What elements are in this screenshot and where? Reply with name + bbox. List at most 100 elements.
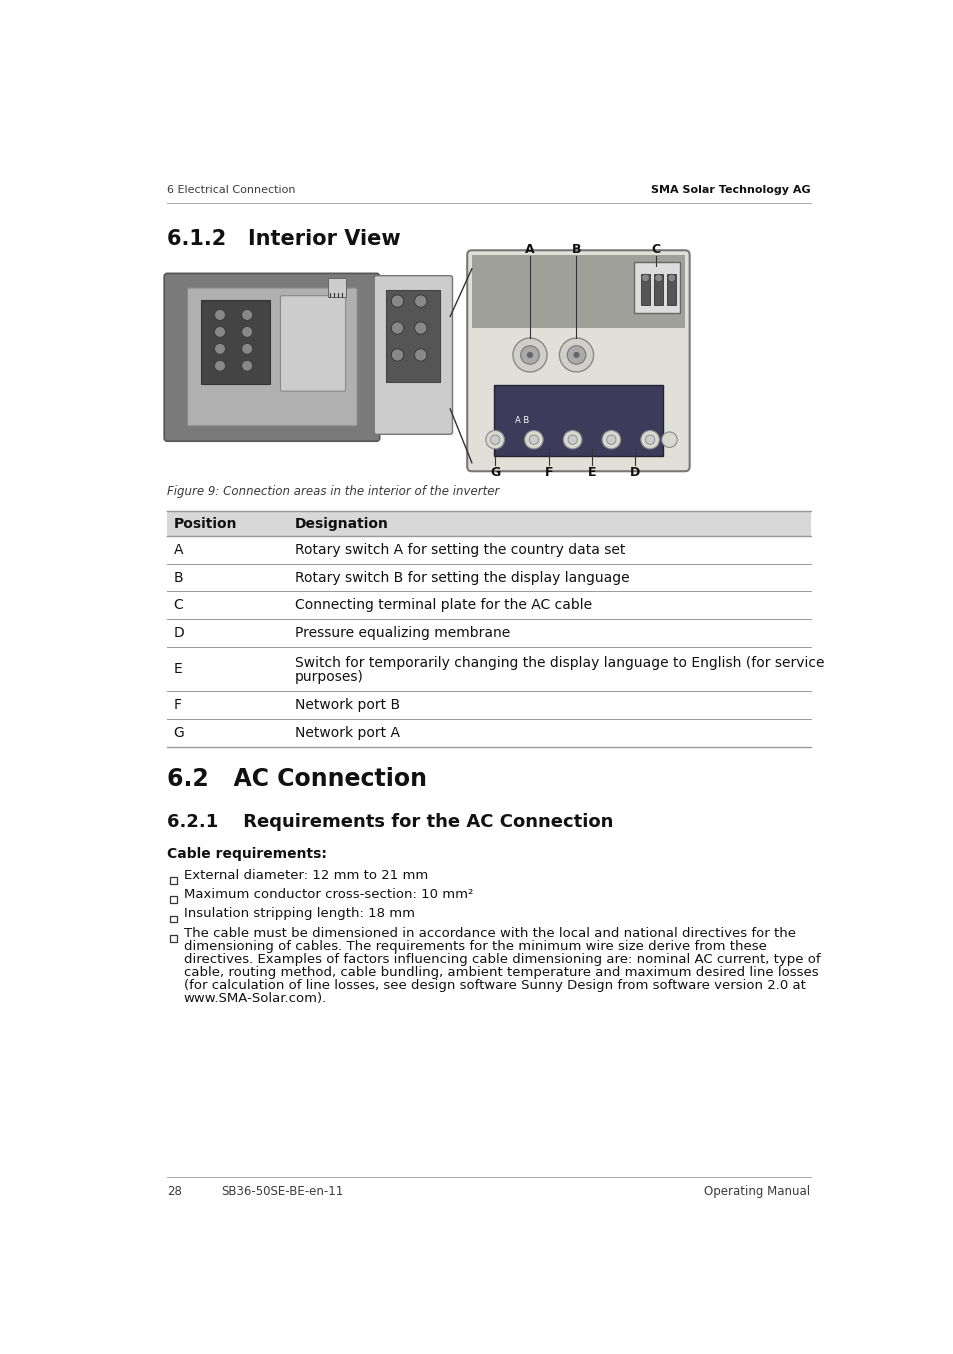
Text: cable, routing method, cable bundling, ambient temperature and maximum desired l: cable, routing method, cable bundling, a… [183, 965, 818, 979]
Text: A: A [525, 242, 535, 256]
FancyBboxPatch shape [200, 299, 270, 385]
Text: purposes): purposes) [294, 670, 364, 684]
Circle shape [667, 274, 675, 282]
Bar [171, 934, 177, 942]
Bar [328, 278, 345, 298]
Circle shape [391, 349, 403, 362]
Circle shape [241, 326, 253, 337]
Text: 6.1.2   Interior View: 6.1.2 Interior View [167, 229, 400, 249]
Bar [171, 896, 177, 903]
Text: E: E [173, 662, 182, 676]
FancyBboxPatch shape [633, 261, 679, 313]
Text: Rotary switch B for setting the display language: Rotary switch B for setting the display … [294, 570, 629, 585]
Circle shape [558, 338, 593, 372]
Text: Maximum conductor cross-section: 10 mm²: Maximum conductor cross-section: 10 mm² [183, 888, 473, 902]
Text: B: B [571, 242, 580, 256]
Circle shape [573, 352, 579, 357]
Circle shape [513, 338, 546, 372]
Text: 6.2   AC Connection: 6.2 AC Connection [167, 768, 427, 791]
Circle shape [654, 274, 661, 282]
Circle shape [214, 344, 225, 355]
Text: Cable requirements:: Cable requirements: [167, 848, 327, 861]
Circle shape [524, 431, 542, 450]
Text: C: C [651, 242, 660, 256]
Bar [167, 512, 810, 536]
Circle shape [661, 432, 677, 447]
Text: 6.2.1    Requirements for the AC Connection: 6.2.1 Requirements for the AC Connection [167, 812, 613, 830]
Text: directives. Examples of factors influencing cable dimensioning are: nominal AC c: directives. Examples of factors influenc… [183, 953, 820, 965]
FancyBboxPatch shape [385, 290, 439, 382]
Text: D: D [629, 466, 639, 479]
Bar [167, 719, 810, 747]
Text: D: D [173, 626, 184, 640]
Circle shape [485, 431, 504, 450]
Text: 28: 28 [167, 1185, 182, 1198]
Text: The cable must be dimensioned in accordance with the local and national directiv: The cable must be dimensioned in accorda… [183, 926, 795, 940]
Text: C: C [173, 598, 183, 612]
Circle shape [641, 274, 649, 282]
Circle shape [241, 360, 253, 371]
Circle shape [214, 310, 225, 321]
Text: A B: A B [515, 416, 529, 425]
Circle shape [645, 435, 654, 444]
Bar [167, 692, 810, 719]
Circle shape [415, 322, 427, 334]
Text: E: E [587, 466, 596, 479]
Bar [171, 915, 177, 922]
Circle shape [241, 344, 253, 355]
Text: Switch for temporarily changing the display language to English (for service: Switch for temporarily changing the disp… [294, 657, 823, 670]
Text: Designation: Designation [294, 517, 389, 531]
FancyBboxPatch shape [164, 274, 379, 441]
Circle shape [529, 435, 537, 444]
Circle shape [415, 295, 427, 307]
Circle shape [526, 352, 533, 357]
Bar [167, 592, 810, 619]
Text: Rotary switch A for setting the country data set: Rotary switch A for setting the country … [294, 543, 625, 556]
Text: Network port A: Network port A [294, 726, 399, 741]
Bar [654, 274, 662, 305]
Circle shape [606, 435, 616, 444]
FancyBboxPatch shape [467, 250, 689, 471]
Bar [472, 255, 684, 328]
Text: dimensioning of cables. The requirements for the minimum wire size derive from t: dimensioning of cables. The requirements… [183, 940, 765, 953]
Text: 6 Electrical Connection: 6 Electrical Connection [167, 185, 295, 195]
Text: Operating Manual: Operating Manual [703, 1185, 810, 1198]
Text: Connecting terminal plate for the AC cable: Connecting terminal plate for the AC cab… [294, 598, 592, 612]
Bar [640, 274, 649, 305]
Circle shape [391, 322, 403, 334]
Bar [666, 274, 676, 305]
Circle shape [391, 295, 403, 307]
Circle shape [241, 310, 253, 321]
Text: Figure 9: Connection areas in the interior of the inverter: Figure 9: Connection areas in the interi… [167, 485, 499, 498]
FancyBboxPatch shape [494, 385, 661, 456]
Text: F: F [544, 466, 553, 479]
Circle shape [415, 349, 427, 362]
Text: www.SMA-Solar.com).: www.SMA-Solar.com). [183, 992, 327, 1005]
Text: Network port B: Network port B [294, 699, 400, 712]
Text: G: G [173, 726, 184, 741]
Bar [167, 647, 810, 692]
Circle shape [601, 431, 620, 450]
Bar [167, 619, 810, 647]
Circle shape [214, 326, 225, 337]
Bar [167, 536, 810, 563]
Circle shape [214, 360, 225, 371]
Text: External diameter: 12 mm to 21 mm: External diameter: 12 mm to 21 mm [183, 869, 427, 881]
FancyBboxPatch shape [187, 288, 356, 425]
Text: SB36-50SE-BE-en-11: SB36-50SE-BE-en-11 [221, 1185, 343, 1198]
Text: A: A [173, 543, 183, 556]
Text: Pressure equalizing membrane: Pressure equalizing membrane [294, 626, 510, 640]
Bar [167, 563, 810, 592]
Text: B: B [173, 570, 183, 585]
Text: Insulation stripping length: 18 mm: Insulation stripping length: 18 mm [183, 907, 415, 921]
Text: G: G [490, 466, 499, 479]
Circle shape [640, 431, 659, 450]
Text: (for calculation of line losses, see design software Sunny Design from software : (for calculation of line losses, see des… [183, 979, 804, 992]
Circle shape [567, 345, 585, 364]
Text: F: F [173, 699, 181, 712]
Circle shape [562, 431, 581, 450]
Circle shape [490, 435, 499, 444]
Circle shape [520, 345, 538, 364]
Circle shape [567, 435, 577, 444]
Bar [171, 877, 177, 884]
